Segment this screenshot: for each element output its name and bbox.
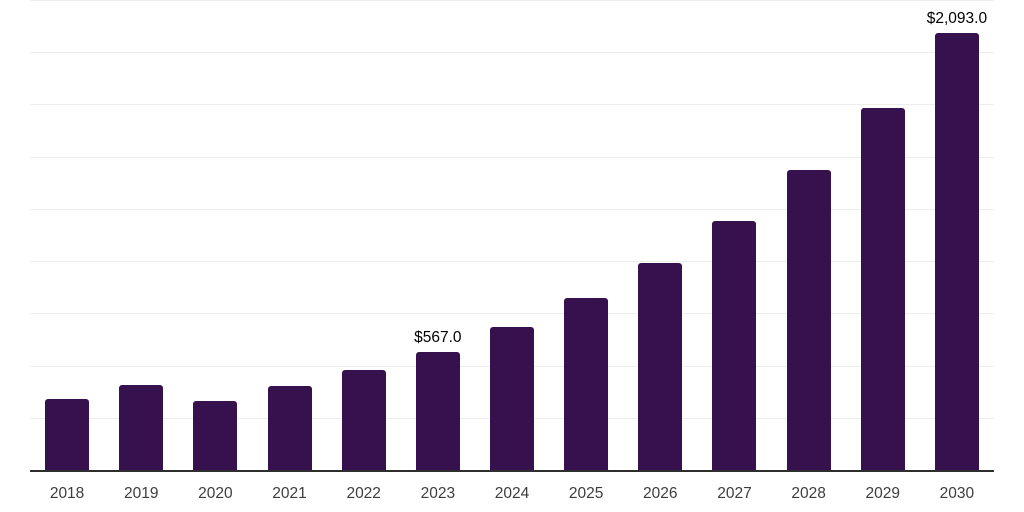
bar-2024 (490, 327, 534, 470)
gridline (30, 52, 994, 54)
bar-value-label: $2,093.0 (926, 9, 988, 27)
bar-2019 (119, 385, 164, 470)
bar-2023 (415, 351, 460, 470)
x-axis-tick-label: 2028 (791, 485, 826, 502)
gridline (30, 156, 994, 158)
bar-2025 (564, 298, 609, 470)
x-axis: 2018 2019 2020 2021 2022 2023 2024 2025 2026 2027… (30, 478, 994, 508)
gridline (30, 0, 994, 1)
bar-2026 (638, 262, 683, 470)
gridline (30, 313, 994, 315)
gridline (30, 261, 994, 263)
x-axis-tick-label: 2030 (939, 485, 975, 502)
x-axis-tick-label: 2029 (865, 485, 901, 502)
bar-value-label: $567.0 (414, 328, 462, 346)
x-axis-tick-label: 2021 (272, 485, 307, 502)
gridline (30, 104, 994, 106)
plot-area: $567.0 $2,093.0 (30, 0, 994, 472)
x-axis-tick-label: 2026 (643, 485, 678, 502)
bar-2020 (193, 401, 238, 470)
bar-2029 (860, 108, 905, 470)
x-axis-tick-label: 2024 (494, 485, 530, 502)
bar-2018 (45, 398, 90, 470)
x-axis-tick-label: 2023 (420, 485, 456, 502)
x-axis-tick-label: 2019 (123, 485, 159, 502)
x-axis-tick-label: 2025 (568, 485, 604, 502)
bar-2028 (786, 169, 831, 470)
bar-2027 (712, 220, 757, 470)
bar-2030 (934, 32, 979, 470)
x-axis-tick-label: 2027 (717, 485, 752, 502)
bar-2021 (267, 385, 312, 470)
bar-2022 (341, 369, 386, 470)
x-axis-tick-label: 2020 (198, 485, 233, 502)
x-axis-tick-label: 2018 (49, 485, 85, 502)
x-axis-tick-label: 2022 (346, 485, 381, 502)
gridline (30, 208, 994, 210)
